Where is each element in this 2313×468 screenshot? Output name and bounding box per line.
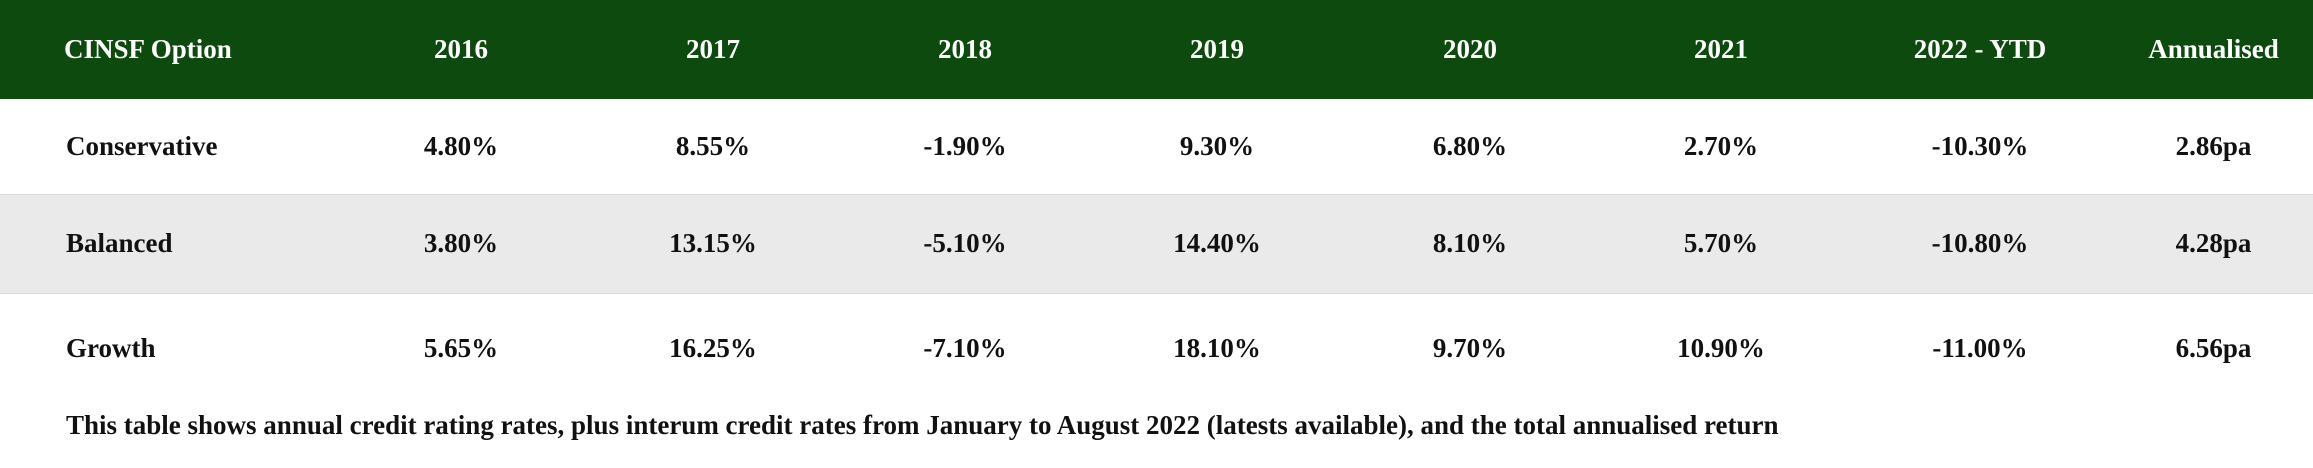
header-option: CINSF Option — [64, 34, 232, 64]
table-header-row: CINSF Option 2016 2017 2018 2019 2020 20… — [0, 0, 2313, 99]
table-row-conservative: Conservative 4.80% 8.55% -1.90% 9.30% 6.… — [0, 99, 2313, 194]
table-cell: 6.56pa — [2175, 333, 2252, 364]
table-cell: 2.70% — [1683, 130, 1759, 161]
table-cell: 2.86pa — [2175, 130, 2252, 161]
table-caption: This table shows annual credit rating ra… — [66, 410, 1779, 440]
table-cell: 10.90% — [1677, 333, 1765, 364]
table-cell: 13.15% — [669, 228, 757, 258]
header-2016: 2016 — [434, 34, 488, 64]
table-cell: -7.10% — [923, 333, 1007, 364]
header-2021: 2021 — [1694, 34, 1748, 64]
row-label: Conservative — [66, 130, 218, 161]
table-cell: 14.40% — [1173, 228, 1261, 258]
table-cell: 8.55% — [675, 130, 751, 161]
table-cell: 9.70% — [1432, 333, 1508, 364]
table-cell: 4.28pa — [2175, 228, 2252, 258]
table-row-growth: Growth 5.65% 16.25% -7.10% 18.10% 9.70% … — [0, 293, 2313, 404]
returns-table: CINSF Option 2016 2017 2018 2019 2020 20… — [0, 0, 2313, 404]
table-cell: -10.80% — [1931, 228, 2029, 258]
row-label: Balanced — [66, 228, 173, 258]
header-2018: 2018 — [938, 34, 992, 64]
table-cell: 18.10% — [1173, 333, 1261, 364]
header-2020: 2020 — [1443, 34, 1497, 64]
table-cell: 3.80% — [423, 228, 499, 258]
table-cell: 5.70% — [1683, 228, 1759, 258]
table-cell: 9.30% — [1179, 130, 1255, 161]
table-cell: 5.65% — [423, 333, 499, 364]
table-cell: -1.90% — [923, 130, 1007, 161]
table-cell: -11.00% — [1932, 333, 2028, 364]
table-cell: 16.25% — [669, 333, 757, 364]
row-label: Growth — [66, 333, 156, 364]
header-2019: 2019 — [1190, 34, 1244, 64]
header-2022-ytd: 2022 - YTD — [1913, 34, 2047, 64]
table-cell: -10.30% — [1931, 130, 2029, 161]
table-cell: 6.80% — [1432, 130, 1508, 161]
header-2017: 2017 — [686, 34, 740, 64]
table-cell: -5.10% — [923, 228, 1007, 258]
table-row-balanced: Balanced 3.80% 13.15% -5.10% 14.40% 8.10… — [0, 194, 2313, 293]
table-cell: 8.10% — [1432, 228, 1508, 258]
table-cell: 4.80% — [423, 130, 499, 161]
header-annualised: Annualised — [2148, 34, 2279, 64]
